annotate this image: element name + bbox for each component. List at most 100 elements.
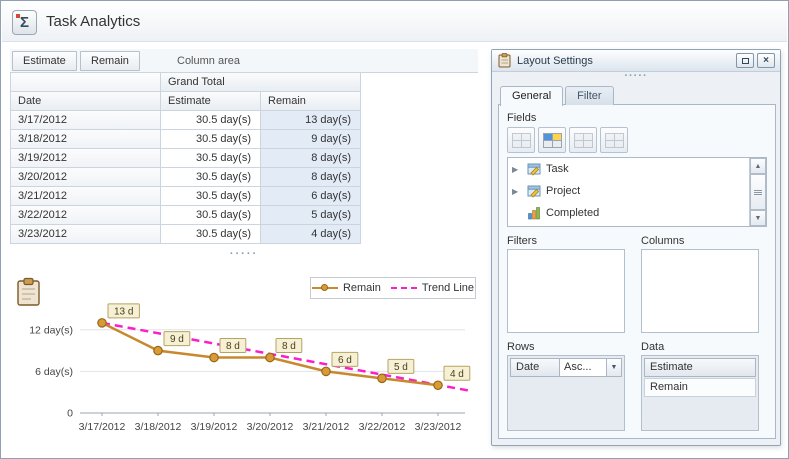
expand-icon[interactable]: ▶ (512, 164, 519, 174)
layout-grid-icon (511, 132, 531, 148)
legend-label-trend-line: Trend Line (421, 282, 475, 294)
clipboard-icon (16, 277, 42, 310)
chart-panel: Remain Trend Line 0 6 day(s) 12 day(s) 3/17… (10, 269, 480, 455)
rows-label: Rows (507, 341, 535, 353)
layout-settings-window: Layout Settings × ····· General Filter F… (491, 49, 781, 446)
cell-remain: 6 day(s) (261, 187, 361, 206)
cell-remain: 4 day(s) (261, 225, 361, 244)
filters-area[interactable] (507, 249, 625, 333)
fields-toolbar (507, 127, 628, 153)
icon-accent (16, 14, 20, 18)
window-title: Layout Settings (517, 54, 593, 67)
cell-estimate: 30.5 day(s) (161, 206, 261, 225)
scroll-thumb[interactable] (750, 174, 766, 210)
data-field-estimate[interactable]: Estimate (644, 358, 756, 377)
cell-estimate: 30.5 day(s) (161, 130, 261, 149)
row-field-header-date[interactable]: Date (11, 92, 161, 111)
svg-text:3/18/2012: 3/18/2012 (135, 421, 182, 433)
svg-text:12 day(s): 12 day(s) (29, 324, 73, 336)
grand-total-header: Grand Total (161, 73, 361, 92)
rows-area[interactable]: Date Asc... ▼ (507, 355, 625, 431)
bar-chart-field-icon (527, 206, 541, 220)
cell-remain: 8 day(s) (261, 168, 361, 187)
legend-item-trend-line: Trend Line (390, 282, 475, 294)
general-tab-page: Fields ▶ (498, 104, 776, 439)
column-header-estimate[interactable]: Estimate (161, 92, 261, 111)
row-header-date: 3/20/2012 (11, 168, 161, 187)
fields-toolbar-button-2[interactable] (538, 127, 566, 153)
tab-general[interactable]: General (500, 86, 564, 106)
svg-text:3/19/2012: 3/19/2012 (191, 421, 238, 433)
field-item-label: Project (546, 185, 581, 197)
fields-scrollbar[interactable]: ▲ ▼ (749, 158, 766, 226)
cell-remain: 5 day(s) (261, 206, 361, 225)
chart-legend: Remain Trend Line (310, 277, 476, 299)
rows-field-date[interactable]: Date (510, 358, 560, 377)
svg-text:4 d: 4 d (450, 369, 464, 380)
svg-text:5 d: 5 d (394, 362, 408, 373)
scroll-up-button[interactable]: ▲ (750, 158, 766, 174)
svg-text:6 day(s): 6 day(s) (35, 366, 73, 378)
app-header: Σ Task Analytics (2, 2, 787, 42)
sort-order-combo[interactable]: Asc... ▼ (560, 358, 622, 377)
svg-text:0: 0 (67, 408, 73, 420)
row-header-date: 3/21/2012 (11, 187, 161, 206)
trend-line-marker-icon (390, 287, 417, 289)
page-title: Task Analytics (46, 13, 141, 30)
svg-text:8 d: 8 d (282, 341, 296, 352)
column-header-remain[interactable]: Remain (261, 92, 361, 111)
minimize-icon (741, 57, 749, 64)
layout-grid-colored-icon (542, 132, 562, 148)
field-item-completed[interactable]: Completed (508, 202, 749, 224)
row-header-date: 3/19/2012 (11, 149, 161, 168)
window-drag-handle[interactable]: ····· (624, 70, 648, 82)
close-icon: × (763, 55, 769, 66)
cell-estimate: 30.5 day(s) (161, 149, 261, 168)
pivot-grid: Estimate Remain Column area Grand Total … (10, 49, 478, 249)
expand-icon[interactable]: ▶ (512, 186, 519, 196)
pivot-corner-cell (11, 73, 161, 92)
data-label: Data (641, 341, 665, 353)
remain-series-marker-icon (311, 283, 338, 293)
settings-tabs: General Filter (500, 84, 616, 106)
svg-text:6 d: 6 d (338, 355, 352, 366)
svg-text:3/22/2012: 3/22/2012 (359, 421, 406, 433)
scroll-down-button[interactable]: ▼ (750, 210, 766, 226)
field-item-label: Completed (546, 207, 600, 219)
row-header-date: 3/22/2012 (11, 206, 161, 225)
remain-trend-line-chart: 0 6 day(s) 12 day(s) 3/17/2012 3/18/2012 3/19… (29, 303, 471, 433)
fields-toolbar-button-3[interactable] (569, 127, 597, 153)
svg-text:3/17/2012: 3/17/2012 (79, 421, 126, 433)
pivot-field-icon (527, 184, 541, 198)
pivot-field-icon (527, 162, 541, 176)
fields-label: Fields (507, 112, 537, 124)
field-item-project[interactable]: ▶ Project (508, 180, 749, 202)
field-button-estimate[interactable]: Estimate (12, 51, 77, 71)
sigma-glyph: Σ (19, 14, 29, 31)
pivot-data-header-area: Estimate Remain Column area (10, 49, 478, 73)
tab-filter[interactable]: Filter (565, 86, 614, 105)
columns-area[interactable] (641, 249, 759, 333)
filters-label: Filters (507, 235, 537, 247)
fields-toolbar-button-1[interactable] (507, 127, 535, 153)
dropdown-arrow-icon[interactable]: ▼ (606, 359, 621, 376)
layout-settings-titlebar[interactable]: Layout Settings × (492, 50, 780, 72)
pivot-table: Grand Total Date Estimate Remain 3/17/20… (10, 73, 361, 244)
cell-estimate: 30.5 day(s) (161, 168, 261, 187)
data-area[interactable]: Estimate Remain (641, 355, 759, 431)
cell-remain: 13 day(s) (261, 111, 361, 130)
layout-grid-icon (573, 132, 593, 148)
close-button[interactable]: × (757, 53, 775, 68)
field-item-task[interactable]: ▶ Task (508, 158, 749, 180)
column-area-label[interactable]: Column area (177, 55, 240, 67)
cell-estimate: 30.5 day(s) (161, 187, 261, 206)
fields-toolbar-button-4[interactable] (600, 127, 628, 153)
legend-item-remain: Remain (311, 282, 381, 294)
minimize-button[interactable] (736, 53, 754, 68)
data-field-remain[interactable]: Remain (644, 378, 756, 397)
thumb-grip-icon (754, 189, 762, 195)
field-button-remain[interactable]: Remain (80, 51, 140, 71)
cell-estimate: 30.5 day(s) (161, 225, 261, 244)
splitter-handle[interactable]: ····· (229, 248, 259, 260)
